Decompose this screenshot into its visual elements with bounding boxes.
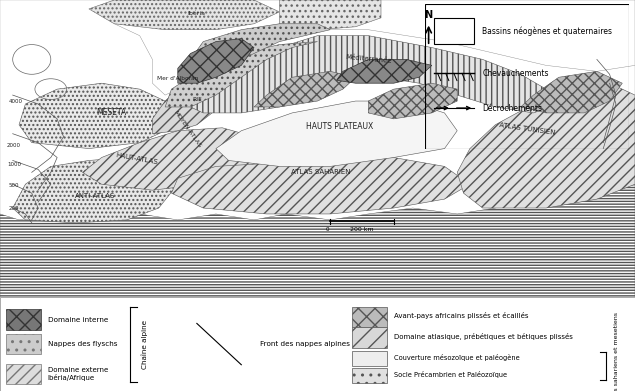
Polygon shape <box>171 158 470 214</box>
Text: MESETA: MESETA <box>96 108 126 117</box>
Polygon shape <box>368 83 457 119</box>
Polygon shape <box>178 36 559 113</box>
Text: 1000: 1000 <box>7 162 21 167</box>
Text: Front des nappes alpines: Front des nappes alpines <box>260 341 351 347</box>
Polygon shape <box>83 128 267 190</box>
Text: N: N <box>425 10 432 20</box>
Polygon shape <box>13 158 178 223</box>
Polygon shape <box>521 71 622 113</box>
Bar <box>352 368 387 382</box>
Text: Chevauchements: Chevauchements <box>483 69 549 78</box>
Text: 2000: 2000 <box>7 143 21 148</box>
Text: RIF: RIF <box>192 97 202 102</box>
Text: Décrochements: Décrochements <box>483 104 542 113</box>
Polygon shape <box>165 41 318 107</box>
Bar <box>352 327 387 348</box>
Text: Domaine interne: Domaine interne <box>48 317 108 323</box>
Text: Nappes des flyschs: Nappes des flyschs <box>48 341 117 347</box>
Bar <box>352 307 387 327</box>
Text: ATLAS SAHARIEN: ATLAS SAHARIEN <box>291 169 351 175</box>
Text: ATLAS TUNISIEN: ATLAS TUNISIEN <box>498 122 556 136</box>
Text: Domaines sahariens et mesetiens: Domaines sahariens et mesetiens <box>614 312 619 391</box>
Polygon shape <box>152 77 222 134</box>
Bar <box>434 18 474 45</box>
Text: HAUTS PLATEAUX: HAUTS PLATEAUX <box>306 122 373 131</box>
Bar <box>6 334 41 354</box>
Text: MOYEN-ATLAS: MOYEN-ATLAS <box>173 110 202 149</box>
Text: Domaine externe
Ibéria/Afrique: Domaine externe Ibéria/Afrique <box>48 367 108 381</box>
Text: HAUT-ATLAS: HAUT-ATLAS <box>115 152 158 166</box>
Text: Domaine atlasique, prébétiques et bétiques plissés: Domaine atlasique, prébétiques et bétiqu… <box>394 333 573 340</box>
Text: 500: 500 <box>9 183 19 188</box>
Polygon shape <box>89 0 279 30</box>
Polygon shape <box>114 0 635 95</box>
Polygon shape <box>0 0 635 297</box>
Bar <box>6 309 41 330</box>
Polygon shape <box>254 71 356 107</box>
Text: Socle Précambrien et Paléozoïque: Socle Précambrien et Paléozoïque <box>394 371 507 378</box>
Polygon shape <box>279 0 381 30</box>
Polygon shape <box>457 83 635 208</box>
Text: Chaîne alpine: Chaîne alpine <box>142 319 148 369</box>
Bar <box>6 364 41 384</box>
Text: Ibéria: Ibéria <box>188 11 206 16</box>
Polygon shape <box>178 39 254 83</box>
Text: 200: 200 <box>9 206 19 210</box>
Text: 200 km: 200 km <box>350 227 374 232</box>
Text: ANTI-ATLAS: ANTI-ATLAS <box>75 193 116 199</box>
Text: Bassins néogènes et quaternaires: Bassins néogènes et quaternaires <box>483 27 612 36</box>
Text: 0: 0 <box>325 227 329 232</box>
Text: Méditerranée: Méditerranée <box>345 54 392 65</box>
Text: Mer d'Alboran: Mer d'Alboran <box>157 76 198 81</box>
Polygon shape <box>337 59 432 83</box>
Polygon shape <box>0 184 635 297</box>
Bar <box>352 351 387 366</box>
Text: Avant-pays africains plissés et écaillés: Avant-pays africains plissés et écaillés <box>394 312 528 319</box>
Polygon shape <box>19 83 165 149</box>
Text: Couverture mésozoïque et paléogène: Couverture mésozoïque et paléogène <box>394 354 519 361</box>
Polygon shape <box>190 24 330 71</box>
Polygon shape <box>216 101 457 167</box>
Text: 4000: 4000 <box>9 99 23 104</box>
